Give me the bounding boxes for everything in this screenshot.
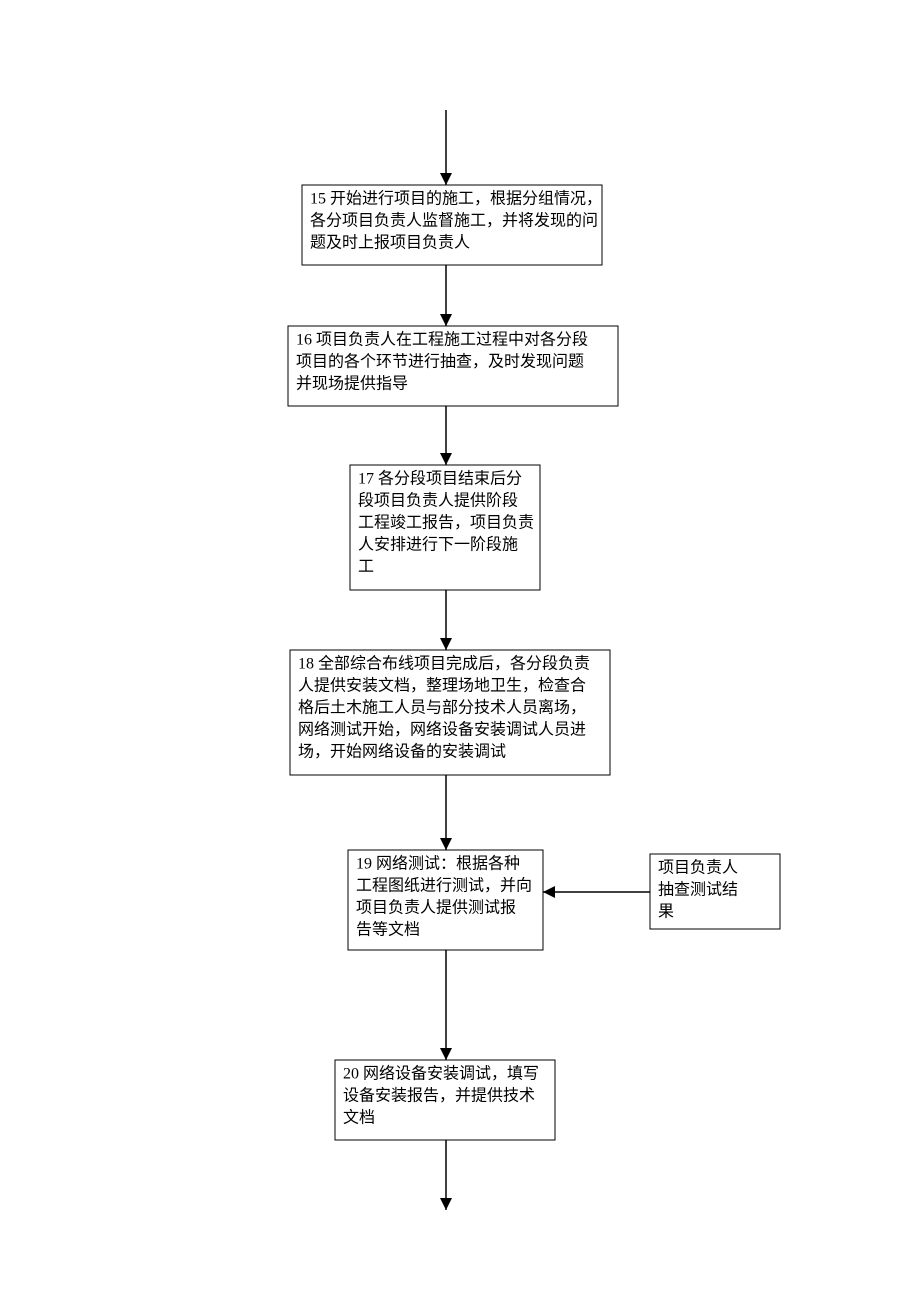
- node-text-line: 项目负责人提供测试报: [356, 898, 516, 916]
- flow-node-n20: 20 网络设备安装调试，填写设备安装报告，并提供技术文档: [335, 1060, 555, 1140]
- arrowhead-icon: [440, 173, 452, 185]
- flow-node-n18: 18 全部综合布线项目完成后，各分段负责人提供安装文档，整理场地卫生，检查合格后…: [290, 650, 610, 775]
- flow-node-n17: 17 各分段项目结束后分段项目负责人提供阶段工程竣工报告，项目负责人安排进行下一…: [350, 465, 540, 590]
- node-text-line: 格后土木施工人员与部分技术人员离场，: [298, 698, 586, 716]
- node-text-line: 17 各分段项目结束后分: [358, 469, 522, 487]
- arrowhead-icon: [440, 1048, 452, 1060]
- node-text-line: 工: [358, 558, 374, 575]
- node-text-line: 告等文档: [356, 920, 420, 938]
- node-text-line: 题及时上报项目负责人: [310, 233, 470, 251]
- node-text-line: 19 网络测试：根据各种: [356, 853, 520, 872]
- node-text-line: 18 全部综合布线项目完成后，各分段负责: [298, 654, 590, 672]
- node-text-line: 15 开始进行项目的施工，根据分组情况，: [310, 189, 602, 207]
- node-text-line: 果: [658, 903, 674, 920]
- node-text-line: 工程竣工报告，项目负责: [358, 513, 534, 531]
- arrowhead-icon: [440, 1198, 452, 1210]
- arrowhead-icon: [440, 453, 452, 465]
- node-text-line: 场，开始网络设备的安装调试: [298, 741, 506, 760]
- node-text-line: 项目的各个环节进行抽查，及时发现问题: [296, 352, 584, 370]
- flow-node-n19: 19 网络测试：根据各种工程图纸进行测试，并向项目负责人提供测试报告等文档: [348, 850, 543, 950]
- node-text-line: 并现场提供指导: [296, 374, 408, 392]
- arrowhead-icon: [440, 838, 452, 850]
- arrowhead-icon: [440, 314, 452, 326]
- node-text-line: 人提供安装文档，整理场地卫生，检查合: [298, 676, 586, 694]
- arrowhead-icon: [440, 638, 452, 650]
- node-text-line: 段项目负责人提供阶段: [358, 491, 518, 509]
- node-text-line: 抽查测试结: [658, 880, 738, 898]
- flow-node-side: 项目负责人抽查测试结果: [650, 854, 780, 929]
- flow-node-n15: 15 开始进行项目的施工，根据分组情况， 各分项目负责人监督施工，并将发现的问题及…: [302, 185, 602, 265]
- arrowhead-icon: [543, 886, 555, 898]
- node-text-line: 16 项目负责人在工程施工过程中对各分段: [296, 330, 588, 348]
- node-text-line: 20 网络设备安装调试，填写: [343, 1063, 539, 1082]
- flow-node-n16: 16 项目负责人在工程施工过程中对各分段项目的各个环节进行抽查，及时发现问题并现…: [288, 326, 618, 406]
- node-text-line: 工程图纸进行测试，并向: [356, 876, 532, 894]
- node-text-line: 人安排进行下一阶段施: [358, 535, 518, 553]
- node-text-line: 网络测试开始，网络设备安装调试人员进: [298, 719, 586, 738]
- node-text-line: 文档: [343, 1108, 375, 1126]
- node-text-line: 设备安装报告，并提供技术: [343, 1086, 535, 1104]
- node-text-line: 项目负责人: [658, 858, 738, 876]
- node-text-line: 各分项目负责人监督施工，并将发现的问: [310, 211, 598, 229]
